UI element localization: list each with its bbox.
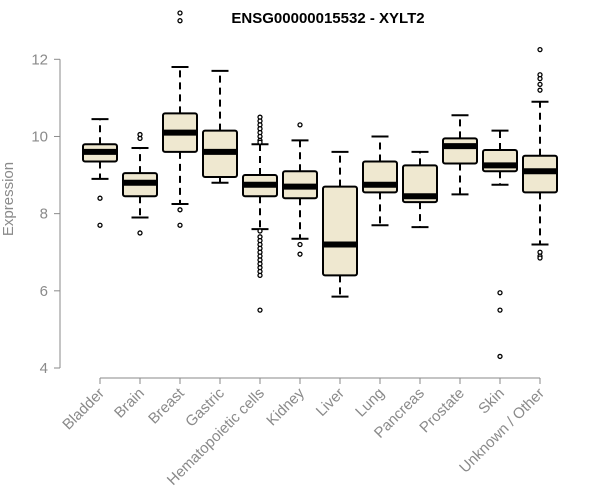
box-iqr [322, 185, 358, 277]
box-hematopoietic-cells [242, 114, 278, 313]
x-tick-label: Skin [475, 385, 508, 418]
outlier-point [497, 353, 503, 360]
box-kidney [282, 122, 318, 257]
box-brain [122, 131, 158, 236]
box-unknown-other [522, 46, 558, 261]
x-tick-label: Kidney [263, 384, 308, 429]
outlier-point [177, 10, 183, 16]
y-tick-label: 6 [40, 283, 48, 300]
box-iqr [362, 160, 398, 194]
y-tick-label: 10 [31, 128, 48, 145]
outlier-point [257, 228, 263, 234]
outlier-point [537, 81, 543, 88]
x-tick-label: Bladder [59, 385, 108, 434]
outlier-point [177, 207, 183, 213]
x-tick-label: Breast [145, 384, 188, 427]
outlier-point [537, 255, 543, 261]
outlier-point [537, 46, 543, 53]
y-tick-label: 4 [40, 360, 48, 377]
outlier-point [297, 251, 303, 257]
outlier-point [537, 87, 543, 93]
x-tick-label: Prostate [416, 385, 468, 437]
outlier-point [257, 139, 263, 145]
x-tick-label: Brain [111, 385, 148, 422]
outlier-point [137, 131, 143, 138]
outlier-point [297, 122, 303, 128]
box-iqr [402, 164, 438, 204]
box-prostate [442, 114, 478, 196]
outlier-point [137, 230, 143, 236]
box-breast [162, 10, 198, 228]
y-tick-label: 12 [31, 51, 48, 68]
boxes-group [82, 10, 558, 360]
y-tick-label: 8 [40, 206, 48, 223]
x-tick-label: Lung [352, 385, 388, 421]
box-liver [322, 150, 358, 298]
outlier-point [257, 307, 263, 313]
outlier-point [177, 18, 183, 24]
outlier-point [177, 222, 183, 228]
x-tick-label: Liver [313, 385, 348, 420]
outlier-point [297, 241, 303, 248]
y-axis-label: Expression [0, 162, 17, 236]
box-iqr [442, 137, 478, 165]
outlier-point [257, 272, 263, 279]
box-skin [482, 129, 518, 360]
outlier-point [497, 307, 503, 313]
box-gastric [202, 69, 238, 184]
outlier-point [537, 75, 543, 82]
chart-title: ENSG00000015532 - XYLT2 [231, 10, 424, 27]
y-axis: 4 6 8 10 12 [31, 51, 61, 377]
outlier-point [97, 222, 103, 228]
outlier-point [97, 195, 103, 201]
outlier-point [497, 290, 503, 296]
box-pancreas [402, 150, 438, 229]
box-bladder [82, 118, 118, 228]
box-lung [362, 135, 398, 227]
